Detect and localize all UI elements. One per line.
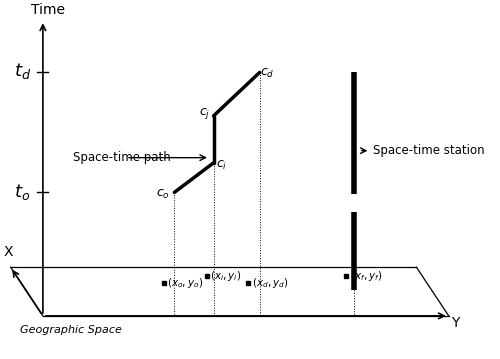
Text: $(x_f, y_f)$: $(x_f, y_f)$ <box>350 269 382 283</box>
Text: Y: Y <box>451 316 460 330</box>
Text: $(x_i, y_i)$: $(x_i, y_i)$ <box>210 269 242 283</box>
Text: $(x_d, y_d)$: $(x_d, y_d)$ <box>252 276 288 290</box>
Text: Time: Time <box>32 3 66 17</box>
Text: X: X <box>4 244 13 258</box>
Text: Space-time station: Space-time station <box>372 144 484 157</box>
Text: $c_j$: $c_j$ <box>198 106 210 121</box>
Text: $t_d$: $t_d$ <box>14 61 30 81</box>
Text: Space-time path: Space-time path <box>73 151 170 164</box>
Text: $t_o$: $t_o$ <box>14 182 30 202</box>
Text: $c_i$: $c_i$ <box>216 159 228 172</box>
Text: $(x_o, y_o)$: $(x_o, y_o)$ <box>168 276 203 290</box>
Text: $c_o$: $c_o$ <box>156 188 170 201</box>
Text: Geographic Space: Geographic Space <box>20 325 122 335</box>
Text: $c_d$: $c_d$ <box>260 67 274 80</box>
